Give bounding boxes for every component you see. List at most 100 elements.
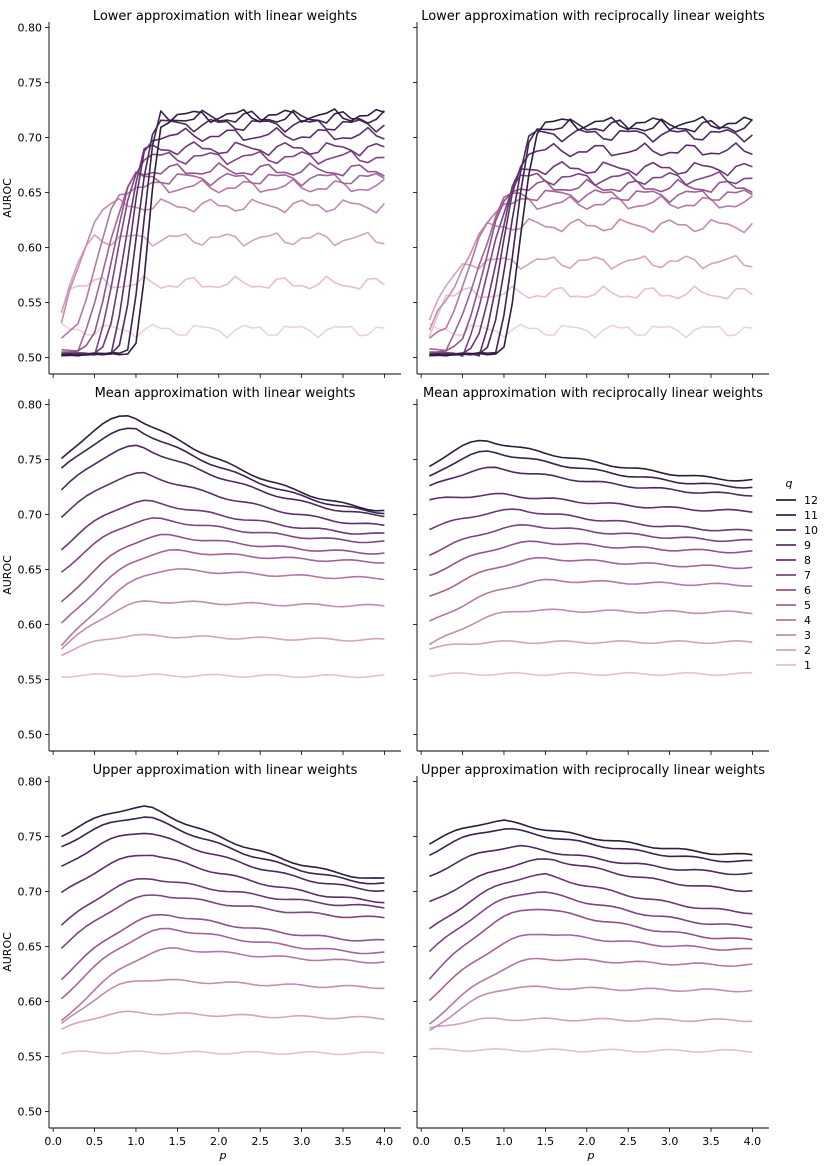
panel-4-series-q11 [429, 450, 753, 489]
panel-1-series-q8 [61, 141, 385, 356]
panel-6-title: Upper approximation with reciprocally li… [421, 763, 765, 778]
panel-2-series-q1 [428, 285, 753, 337]
panel-6-x-label: p [587, 1149, 595, 1162]
panel-6-x-tick-label: 3.5 [702, 1135, 720, 1148]
panel-4-title: Mean approximation with reciprocally lin… [423, 386, 763, 401]
panel-5-x-label: p [219, 1149, 227, 1162]
panel-3-series-q3 [60, 600, 385, 650]
panel-1-y-tick-label: 0.50 [18, 352, 43, 365]
panel-1-series-q7 [61, 150, 385, 356]
panel-2-series-q12 [429, 115, 753, 357]
panel-1-series-q5 [61, 171, 385, 352]
panel-1-series-q10 [61, 118, 385, 357]
panel-6-x-tick-label: 0.5 [454, 1135, 472, 1148]
panel-6-series-q6 [428, 908, 753, 980]
panel-3-series-q1 [61, 673, 385, 679]
legend-label-q5: 5 [804, 599, 811, 612]
panel-6-x-tick-label: 0.0 [412, 1135, 430, 1148]
panel-5-series-q7 [60, 894, 385, 949]
panel-2-series-q2 [428, 254, 753, 321]
panel-1-y-tick-label: 0.65 [18, 187, 43, 200]
panel-6-x-tick-label: 4.0 [744, 1135, 762, 1148]
panel-6-series-q5 [428, 933, 753, 1002]
panel-1-series-q9 [61, 126, 385, 357]
panel-2-series-q0 [428, 322, 753, 339]
panel-6-x-tick-label: 2.0 [578, 1135, 596, 1148]
panel-6-x-tick-label: 1.5 [537, 1135, 555, 1148]
panel-6-series-q11 [429, 827, 753, 863]
panel-4-series-q7 [429, 523, 753, 557]
panel-6-series-q3 [428, 985, 753, 1032]
panel-5-series-q12 [61, 805, 385, 879]
panel-3-series-q5 [60, 548, 385, 624]
panel-1-series-q6 [61, 162, 385, 353]
panel-1-series-q1 [60, 275, 385, 312]
panel-3-series-q4 [60, 568, 385, 647]
panel-5-series-q3 [60, 978, 385, 1024]
panel-5-x-tick-label: 2.0 [210, 1135, 228, 1148]
panel-2-series-q3 [428, 218, 754, 331]
legend-label-q7: 7 [804, 569, 811, 582]
panel-5-series-q1 [61, 1050, 385, 1056]
legend-label-q2: 2 [804, 644, 811, 657]
panel-3-y-label: AUROC [1, 555, 14, 595]
panel-5-y-tick-label: 0.50 [18, 1106, 43, 1119]
panel-5-x-tick-label: 0.0 [44, 1135, 62, 1148]
legend-title: q [786, 477, 793, 490]
panel-1-series-q0 [60, 322, 385, 339]
panel-5-y-tick-label: 0.80 [18, 776, 43, 789]
panel-2-series-q11 [429, 118, 753, 356]
panel-1-y-tick-label: 0.80 [18, 22, 43, 35]
panel-3-title: Mean approximation with linear weights [95, 386, 356, 401]
panel-5-series-q2 [61, 1010, 385, 1031]
panel-5-series-q4 [60, 947, 385, 1022]
panel-1-y-tick-label: 0.75 [18, 77, 43, 90]
panel-5-x-tick-label: 0.5 [86, 1135, 104, 1148]
panel-1-title: Lower approximation with linear weights [93, 9, 358, 24]
panel-3-y-tick-label: 0.80 [18, 399, 43, 412]
panel-6-series-q1 [429, 1047, 753, 1053]
panel-4-series-q9 [429, 492, 753, 513]
panel-5-y-tick-label: 0.55 [18, 1051, 43, 1064]
panel-1-series-q3 [60, 198, 386, 324]
legend-label-q9: 9 [804, 539, 811, 552]
panel-5-y-tick-label: 0.70 [18, 886, 43, 899]
panel-4-series-q2 [429, 639, 753, 650]
panel-5-series-q11 [61, 816, 385, 885]
panel-2-series-q9 [429, 142, 753, 357]
panel-6-series-q12 [428, 819, 753, 856]
legend-label-q8: 8 [804, 554, 811, 567]
panel-6-series-q2 [429, 1017, 753, 1029]
panel-4-series-q5 [429, 556, 753, 598]
panel-6-series-q4 [428, 957, 753, 1025]
panel-5-title: Upper approximation with linear weights [93, 763, 358, 778]
panel-2-series-q4 [428, 195, 753, 339]
panel-2-series-q10 [429, 128, 753, 357]
panel-1-y-label: AUROC [1, 178, 14, 218]
panel-3-y-tick-label: 0.50 [18, 729, 43, 742]
legend-label-q4: 4 [804, 614, 811, 627]
panel-3-series-q6 [60, 533, 385, 603]
panel-5-series-q9 [60, 854, 385, 904]
panel-4-series-q10 [429, 466, 753, 497]
panel-1-series-q4 [60, 178, 385, 339]
panel-1-y-tick-label: 0.70 [18, 132, 43, 145]
panel-3-y-tick-label: 0.55 [18, 674, 43, 687]
panel-5-y-tick-label: 0.60 [18, 996, 43, 1009]
panel-5-x-tick-label: 4.0 [376, 1135, 394, 1148]
panel-2-series-q7 [429, 171, 753, 358]
panel-5-series-q6 [60, 913, 385, 981]
panel-4-series-q6 [429, 540, 753, 577]
legend-label-q3: 3 [804, 629, 811, 642]
panel-2-title: Lower approximation with reciprocally li… [421, 9, 765, 24]
panel-3-y-tick-label: 0.75 [18, 454, 43, 467]
panel-4-series-q4 [429, 578, 753, 622]
panel-3-series-q9 [60, 471, 385, 527]
legend-label-q1: 1 [804, 659, 811, 672]
panel-5-y-label: AUROC [1, 932, 14, 972]
legend-label-q10: 10 [804, 524, 818, 537]
panel-6-x-tick-label: 1.0 [495, 1135, 513, 1148]
panel-3-series-q7 [60, 517, 385, 573]
panel-1-y-tick-label: 0.60 [18, 242, 43, 255]
panel-2-series-q8 [429, 161, 753, 356]
